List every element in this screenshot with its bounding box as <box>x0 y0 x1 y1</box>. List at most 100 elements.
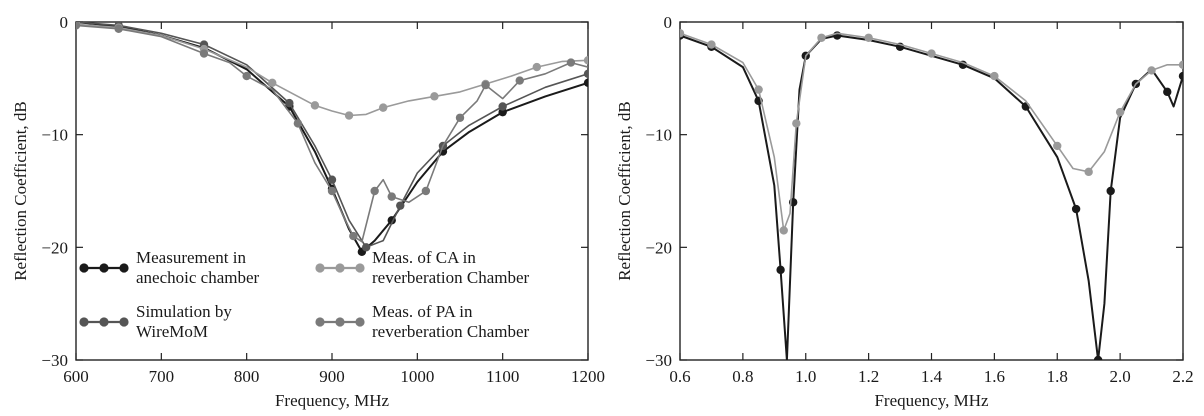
series-2-point <box>344 111 354 120</box>
x-tick-label: 0.8 <box>732 367 753 386</box>
chart-left: 600 700 800 900 1000 1100 1200 0 −10 −20 −30 Freque… <box>11 13 605 410</box>
x-tick-label: 900 <box>319 367 345 386</box>
legend-label: Meas. of PA in <box>372 302 473 321</box>
legend-swatch-marker <box>79 317 89 327</box>
legend-swatch-marker <box>315 317 325 327</box>
legend-swatch-marker <box>119 263 129 273</box>
series-3-point <box>293 119 303 128</box>
legend-swatch-marker <box>79 263 89 273</box>
series-3-point <box>387 192 396 201</box>
series-3-point <box>242 71 251 81</box>
x-tick-label: 1.2 <box>858 367 879 386</box>
x-tick-label: 800 <box>234 367 260 386</box>
legend-label: WireMoM <box>136 322 208 341</box>
series-1-point <box>285 98 294 108</box>
x-axis-title: Frequency, MHz <box>874 391 989 410</box>
x-tick-label: 1.8 <box>1047 367 1068 386</box>
y-tick-label: −20 <box>41 238 68 257</box>
legend-swatch-marker <box>355 263 365 273</box>
x-tick-label: 1.4 <box>921 367 943 386</box>
series-0-point <box>1093 355 1103 360</box>
y-tick-label: −10 <box>41 126 68 145</box>
series-3-point <box>199 49 209 58</box>
series-3-point <box>349 231 358 241</box>
chart-right: 0.6 0.8 1.0 1.2 1.4 1.6 1.8 2.0 2.2 0 −10 −20 −30 Fre… <box>615 13 1194 410</box>
x-tick-label: 700 <box>149 367 175 386</box>
legend-swatch-marker <box>335 317 345 327</box>
legend-swatch-marker <box>355 317 365 327</box>
series-1-point <box>396 201 405 210</box>
series-1-point <box>1084 167 1093 177</box>
x-tick-label: 1.0 <box>795 367 816 386</box>
series-2-point <box>430 92 439 101</box>
legend-label: Meas. of CA in <box>372 248 476 267</box>
series-3-point <box>114 24 123 33</box>
x-tick-label: 0.6 <box>669 367 690 386</box>
series-1-point <box>990 71 999 81</box>
series-1-point <box>864 33 873 42</box>
x-axis-title: Frequency, MHz <box>275 391 390 410</box>
series-line-3 <box>76 24 588 243</box>
series-3-point <box>327 186 337 196</box>
series-1-point <box>779 226 788 235</box>
y-tick-label: −10 <box>645 126 672 145</box>
x-tick-label: 2.0 <box>1110 367 1131 386</box>
legend-label: Measurement in <box>136 248 246 267</box>
series-2-point <box>310 101 320 110</box>
series-0-point <box>583 78 588 88</box>
x-tick-label: 1200 <box>571 367 605 386</box>
series-2-point <box>532 62 541 72</box>
series-0-point <box>1106 186 1115 196</box>
series-3-point <box>421 186 431 196</box>
series-1-point <box>680 29 685 38</box>
series-0-point <box>1071 204 1081 214</box>
series-line-1 <box>76 22 588 249</box>
series-1-point <box>1053 141 1062 151</box>
y-axis-title: Reflection Coefficient, dB <box>11 101 30 281</box>
legend-label: reverberation Chamber <box>372 322 530 341</box>
y-tick-label: 0 <box>60 13 69 32</box>
series-1-point <box>792 119 801 128</box>
y-tick-label: −20 <box>645 238 672 257</box>
series-line-2 <box>76 23 588 117</box>
series-1-point <box>1147 66 1156 75</box>
series-line-1 <box>680 32 1183 232</box>
x-tick-label: 600 <box>63 367 89 386</box>
series-1-point <box>754 85 763 94</box>
y-tick-label: −30 <box>41 351 68 370</box>
plot-area <box>680 29 1183 360</box>
series-1-point <box>583 69 588 79</box>
y-tick-label: −30 <box>645 351 672 370</box>
series-0-point <box>776 265 785 275</box>
series-0-point <box>1163 87 1172 97</box>
x-tick-label: 1100 <box>486 367 519 386</box>
series-3-point <box>76 22 81 30</box>
series-3-point <box>370 186 379 196</box>
series-2-point <box>379 103 388 112</box>
legend-swatch-marker <box>119 317 129 327</box>
x-tick-label: 2.2 <box>1172 367 1193 386</box>
x-tick-label: 1000 <box>400 367 434 386</box>
legend-swatch-marker <box>315 263 325 273</box>
series-3-point <box>481 80 490 90</box>
legend-swatch-marker <box>99 317 109 327</box>
series-0-point <box>1178 71 1183 81</box>
series-1-point <box>1178 60 1183 70</box>
series-2-point <box>583 56 588 65</box>
series-1-point <box>361 243 371 252</box>
series-1-point <box>498 102 507 111</box>
legend-label: reverberation Chamber <box>372 268 530 287</box>
x-tick-label: 1.6 <box>984 367 1005 386</box>
series-3-point <box>566 58 576 67</box>
series-1-point <box>1115 107 1125 117</box>
series-3-point <box>515 76 524 85</box>
series-2-point <box>268 78 277 88</box>
legend-label: anechoic chamber <box>136 268 260 287</box>
legend-label: Simulation by <box>136 302 232 321</box>
series-1-point <box>817 33 826 42</box>
series-1-point <box>707 40 716 49</box>
series-1-point <box>927 49 936 58</box>
series-3-point <box>455 113 465 122</box>
